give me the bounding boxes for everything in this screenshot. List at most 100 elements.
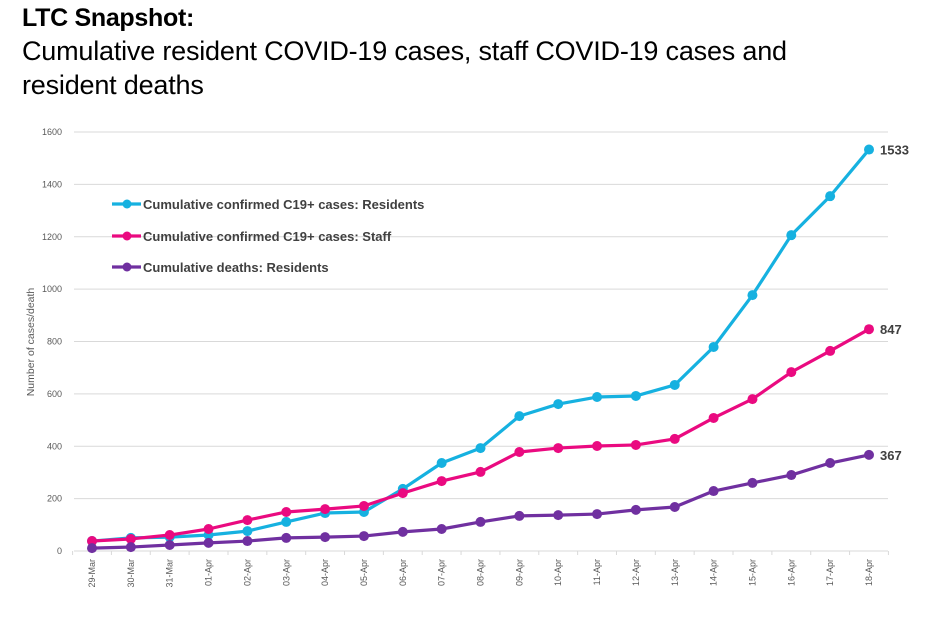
legend-marker-icon <box>122 231 132 241</box>
data-point <box>786 470 797 481</box>
y-tick-label: 1400 <box>42 179 62 189</box>
data-point <box>87 543 97 554</box>
x-tick-label: 16-Apr <box>786 559 796 586</box>
x-tick-label: 14-Apr <box>709 559 719 586</box>
data-point <box>864 324 874 335</box>
data-point <box>786 230 797 241</box>
series-staff-cases: 847 <box>87 322 902 547</box>
x-tick-label: 31-Mar <box>165 559 175 588</box>
data-point <box>553 443 564 454</box>
end-data-label: 367 <box>880 448 902 463</box>
data-point <box>203 537 214 548</box>
data-point <box>553 399 564 410</box>
data-point <box>475 516 486 527</box>
y-tick-label: 1000 <box>42 284 62 294</box>
data-point <box>320 532 331 543</box>
page-title: LTC Snapshot: <box>22 4 195 32</box>
legend-label: Cumulative confirmed C19+ cases: Staff <box>143 229 392 244</box>
x-tick-label: 17-Apr <box>825 559 835 586</box>
data-point <box>514 447 525 458</box>
data-point <box>864 144 874 155</box>
data-point <box>630 504 641 515</box>
x-tick-label: 04-Apr <box>320 559 330 586</box>
data-point <box>514 411 525 422</box>
data-point <box>397 488 408 499</box>
x-tick-label: 18-Apr <box>864 559 874 586</box>
data-point <box>747 394 758 405</box>
x-tick-label: 03-Apr <box>281 559 291 586</box>
data-point <box>825 458 836 469</box>
data-point <box>475 466 486 477</box>
series-resident-deaths: 367 <box>87 448 902 554</box>
data-point <box>125 533 136 544</box>
x-tick-label: 05-Apr <box>359 559 369 586</box>
x-tick-label: 12-Apr <box>631 559 641 586</box>
data-point <box>397 526 408 537</box>
x-tick-label: 10-Apr <box>553 559 563 586</box>
data-point <box>592 509 603 520</box>
y-axis-title: Number of cases/death <box>25 288 37 397</box>
title-block: LTC Snapshot: Cumulative resident COVID-… <box>22 2 882 102</box>
x-tick-label: 06-Apr <box>398 559 408 586</box>
data-point <box>164 530 175 541</box>
data-point <box>203 524 214 535</box>
data-point <box>669 502 680 513</box>
data-point <box>514 510 525 521</box>
x-tick-label: 01-Apr <box>204 559 214 586</box>
data-point <box>864 449 874 460</box>
x-tick-label: 11-Apr <box>592 559 602 585</box>
x-tick-label: 09-Apr <box>514 559 524 586</box>
y-tick-label: 1200 <box>42 232 62 242</box>
y-tick-label: 1600 <box>42 127 62 137</box>
end-data-label: 1533 <box>880 143 909 158</box>
data-point <box>747 477 758 488</box>
data-point <box>630 390 641 401</box>
legend-label: Cumulative confirmed C19+ cases: Residen… <box>143 197 424 212</box>
x-tick-label: 29-Mar <box>87 559 97 588</box>
data-point <box>825 191 836 202</box>
y-tick-label: 600 <box>47 389 62 399</box>
y-tick-label: 800 <box>47 337 62 347</box>
data-point <box>747 290 758 301</box>
gridlines <box>74 131 888 500</box>
x-tick-label: 13-Apr <box>670 559 680 586</box>
data-point <box>281 532 292 543</box>
data-point <box>358 500 369 511</box>
x-tick-label: 02-Apr <box>242 559 252 586</box>
data-point <box>281 516 292 527</box>
data-point <box>164 539 175 550</box>
data-point <box>87 536 97 547</box>
data-point <box>242 526 253 537</box>
page-subtitle: Cumulative resident COVID-19 cases, staf… <box>22 36 787 100</box>
data-point <box>242 515 253 526</box>
data-point <box>242 536 253 547</box>
x-axis: 29-Mar 30-Mar 31-Mar 01-Apr 02-Apr 03-Apr 04-A… <box>72 550 889 588</box>
x-tick-label: 08-Apr <box>476 559 486 586</box>
x-tick-label: 30-Mar <box>126 559 136 588</box>
data-point <box>436 524 447 535</box>
data-point <box>825 345 836 356</box>
data-point <box>630 439 641 450</box>
data-point <box>708 412 719 423</box>
legend-marker-icon <box>122 262 132 272</box>
data-point <box>436 476 447 487</box>
series-line <box>91 327 870 543</box>
x-tick-label: 15-Apr <box>747 559 757 586</box>
legend-item: Cumulative deaths: Residents <box>112 260 329 275</box>
data-point <box>436 458 447 469</box>
data-point <box>125 542 136 553</box>
data-point <box>708 486 719 497</box>
data-point <box>358 531 369 542</box>
legend-label: Cumulative deaths: Residents <box>143 260 329 275</box>
series-group: 1533 847 367 <box>87 143 909 554</box>
data-point <box>708 341 719 352</box>
data-point <box>592 440 603 451</box>
legend-item: Cumulative confirmed C19+ cases: Residen… <box>112 197 424 212</box>
data-point <box>281 506 292 517</box>
legend-marker-icon <box>122 199 132 209</box>
data-point <box>786 367 797 378</box>
data-point <box>475 443 486 454</box>
data-point <box>669 433 680 444</box>
x-tick-label: 07-Apr <box>437 559 447 586</box>
